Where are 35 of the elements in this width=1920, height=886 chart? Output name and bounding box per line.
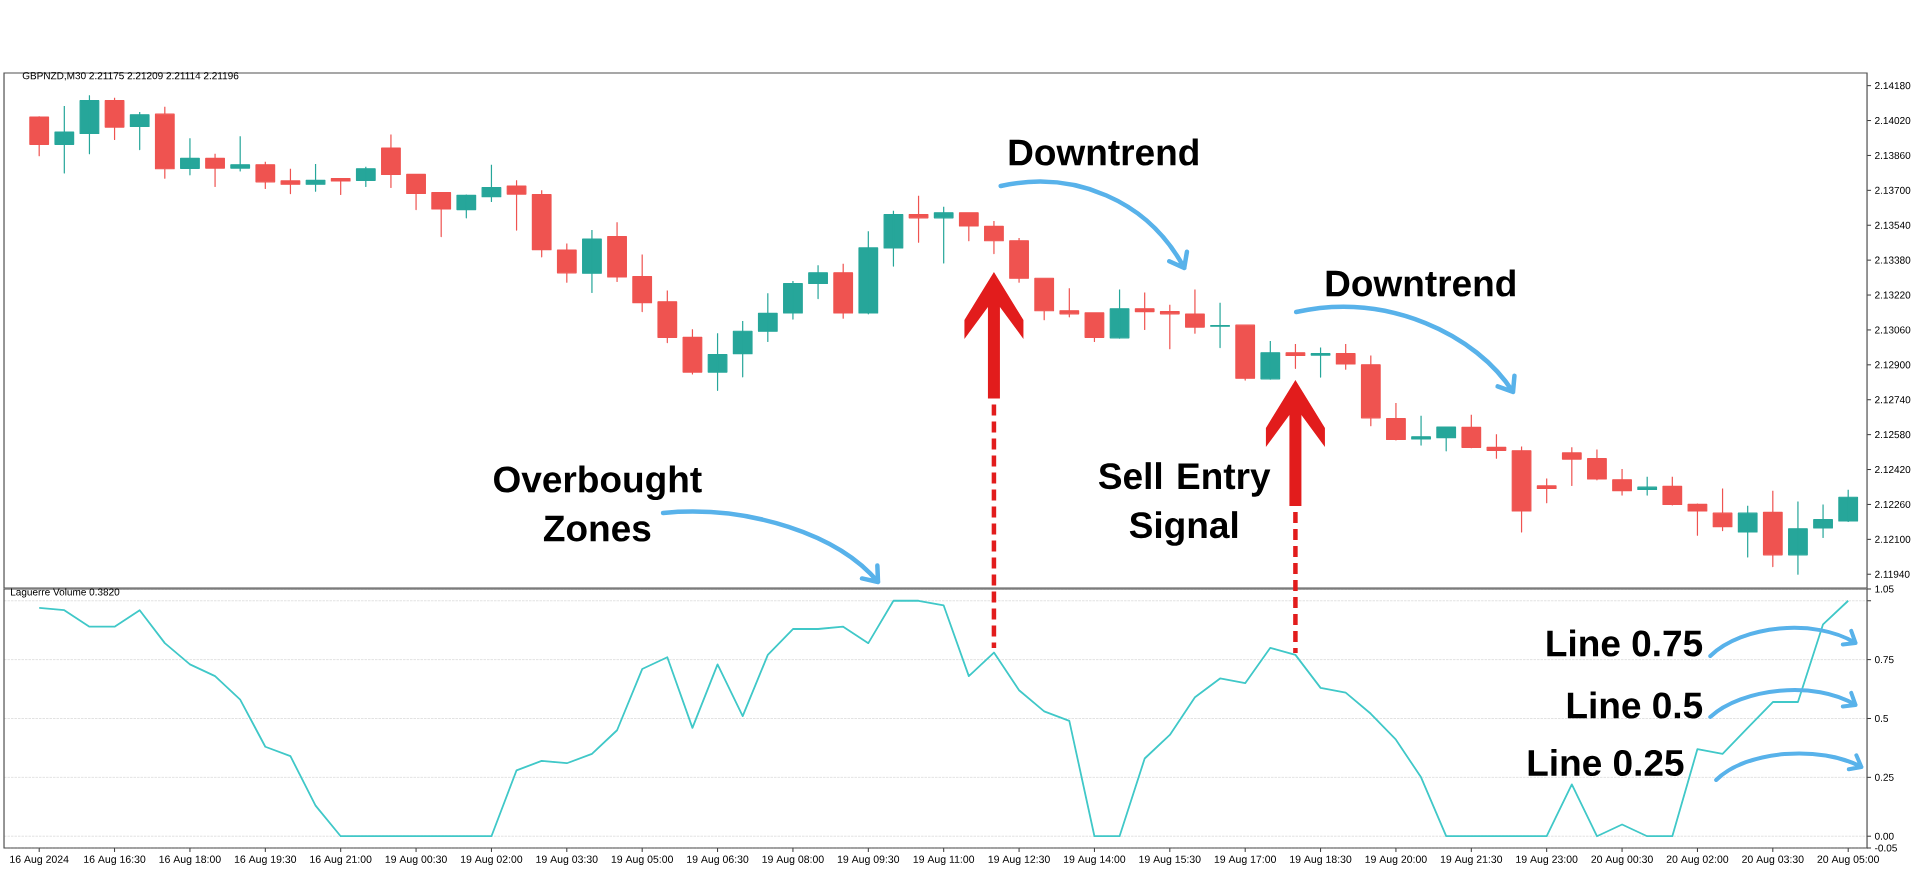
x-tick-label: 20 Aug 05:00 (1817, 855, 1879, 866)
y-tick-label: 0.25 (1874, 773, 1894, 781)
x-tick-label: 19 Aug 06:30 (687, 855, 749, 866)
y-tick-label: 0.00 (1874, 832, 1894, 840)
x-tick-label: 19 Aug 23:00 (1516, 855, 1578, 866)
annotation: Line 0.25 (1528, 748, 1684, 777)
annotation: Line 0.75 (1547, 629, 1703, 657)
x-tick-label: 16 Aug 18:00 (159, 855, 221, 866)
x-tick-label: 19 Aug 17:00 (1214, 855, 1276, 866)
annotation: Line 0.5 (1567, 691, 1703, 719)
x-tick-label: 16 Aug 19:30 (234, 855, 297, 866)
x-tick-label: 19 Aug 12:30 (988, 855, 1050, 866)
x-tick-label: 19 Aug 03:30 (536, 855, 598, 866)
x-tick-label: 16 Aug 2024 (10, 855, 69, 866)
x-tick-label: 19 Aug 11:00 (913, 855, 975, 866)
x-tick-label: 19 Aug 21:30 (1440, 855, 1503, 866)
x-tick-label: 20 Aug 00:30 (1591, 855, 1653, 866)
x-tick-label: 19 Aug 09:30 (837, 855, 900, 866)
x-tick-label: 19 Aug 15:30 (1139, 855, 1201, 866)
chart-title: Laguerre Volume 0.3820 (11, 588, 120, 598)
x-tick-label: 19 Aug 05:00 (611, 855, 673, 866)
x-tick-label: 19 Aug 02:00 (461, 855, 523, 866)
y-tick-label: -0.05 (1875, 844, 1897, 852)
y-tick-label: 0.5 (1874, 714, 1889, 723)
y-tick-label: 0.75 (1874, 656, 1894, 664)
x-tick-label: 19 Aug 20:00 (1365, 855, 1427, 866)
x-tick-label: 19 Aug 08:00 (762, 855, 824, 866)
x-tick-label: 20 Aug 02:00 (1666, 855, 1729, 866)
x-tick-label: 20 Aug 03:30 (1742, 855, 1804, 866)
x-tick-label: 19 Aug 00:30 (385, 855, 447, 866)
x-tick-label: 16 Aug 16:30 (84, 855, 146, 866)
x-tick-label: 19 Aug 18:30 (1290, 855, 1352, 866)
y-tick-label: 1.05 (1875, 585, 1894, 593)
x-tick-label: 16 Aug 21:00 (310, 855, 372, 866)
x-tick-label: 19 Aug 14:00 (1064, 855, 1126, 866)
